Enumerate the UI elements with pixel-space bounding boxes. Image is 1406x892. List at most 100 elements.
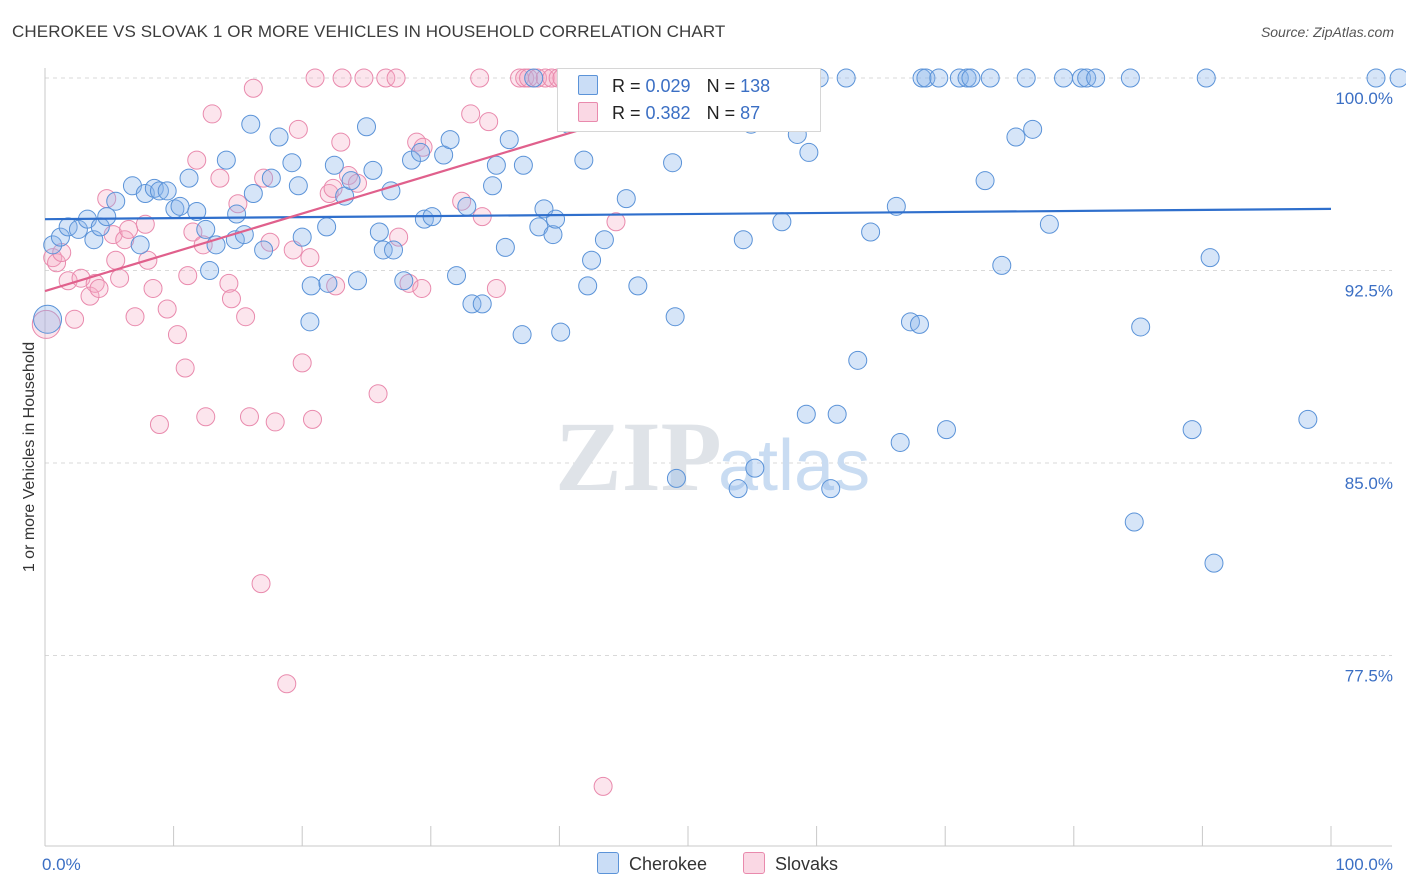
slovaks-point (302, 409, 322, 429)
cherokee-point (301, 276, 321, 296)
cherokee-point (1016, 68, 1036, 88)
watermark: ZIP atlas (555, 401, 870, 512)
cherokee-point (1086, 68, 1106, 88)
cherokee-point (357, 117, 376, 137)
cherokee-point (462, 294, 482, 314)
axis-labels: 100.0% 92.5% 85.0% 77.5% 0.0% 100.0% 1 or more… (21, 89, 1393, 874)
slovaks-point (412, 278, 432, 298)
legend-row-slovaks: R = 0.382 N = 87 (578, 102, 760, 128)
cherokee-point (394, 271, 414, 291)
slovaks-point (254, 168, 274, 188)
cherokee-point (1200, 248, 1220, 268)
cherokee-point (929, 68, 949, 88)
stats-legend: R = 0.029 N = 138 R = 0.382 N = 87 (557, 68, 821, 132)
watermark-atlas: atlas (718, 426, 870, 506)
legend-cherokee-n-value: 138 (740, 76, 771, 96)
cherokee-point (196, 219, 216, 239)
cherokee-point (628, 276, 648, 296)
slovaks-point (178, 266, 198, 286)
legend-slovaks-n-value: 87 (740, 103, 761, 123)
legend-slovaks-n-label: N = (706, 103, 741, 123)
cherokee-point (200, 261, 220, 280)
cherokee-point (457, 196, 477, 216)
cherokee-point (1389, 68, 1406, 88)
cherokee-point (665, 307, 685, 327)
slovaks-point (110, 268, 130, 288)
cherokee-point (821, 479, 841, 499)
series-legend-slovaks[interactable]: Slovaks (743, 852, 838, 875)
slovaks-point (389, 227, 409, 247)
axes (44, 68, 1392, 847)
cherokee-point (886, 196, 906, 216)
x-tick-label-min: 0.0% (42, 855, 81, 874)
slovaks-point (319, 184, 339, 203)
cherokee-point (317, 217, 337, 237)
cherokee-point (292, 227, 312, 247)
series-legend-cherokee[interactable]: Cherokee (597, 852, 707, 875)
slovaks-point (461, 104, 481, 124)
cherokee-point (728, 479, 748, 499)
cherokee-point (269, 127, 289, 147)
cherokee-point (486, 155, 506, 175)
slovaks-point (167, 325, 187, 345)
cherokee-point (50, 227, 70, 247)
slovaks-point (407, 132, 427, 152)
legend-slovaks-r-label: R = (612, 103, 646, 123)
slovaks-point (368, 384, 388, 404)
cherokee-point (827, 404, 847, 424)
cherokee-point (341, 171, 361, 191)
slovaks-point (354, 68, 374, 88)
slovaks-point (593, 776, 613, 796)
cherokee-point (949, 68, 969, 88)
y-tick-label: 77.5% (1345, 667, 1393, 686)
cherokee-point (33, 304, 63, 334)
cherokee-point (666, 468, 686, 488)
legend-cherokee-n-label: N = (706, 76, 741, 96)
slovaks-legend-swatch (743, 852, 765, 874)
slovaks-point (413, 137, 433, 157)
slovaks-point (202, 104, 222, 124)
x-tick-label-max: 100.0% (1335, 855, 1393, 874)
slovaks-point (157, 299, 177, 319)
slovaks-point (606, 212, 626, 232)
cherokee-point (616, 189, 636, 209)
slovaks-point (470, 68, 490, 88)
slovaks-point (323, 178, 343, 198)
cherokee-point (440, 130, 460, 150)
slovaks-point (219, 273, 239, 293)
watermark-zip: ZIP (555, 401, 722, 512)
cherokee-point (288, 176, 308, 196)
cherokee-point (106, 191, 126, 211)
cherokee-point (170, 196, 190, 216)
slovaks-point (89, 278, 109, 298)
slovaks-point (125, 307, 145, 327)
cherokee-point (1182, 420, 1202, 440)
slovaks-point (292, 353, 312, 373)
slovaks-point (305, 68, 325, 88)
slovaks-point (239, 407, 259, 427)
cherokee-point (43, 235, 63, 255)
slovaks-point (277, 674, 297, 694)
cherokee-point (1054, 68, 1074, 88)
slovaks-point (376, 68, 396, 88)
slovaks-point (85, 273, 105, 293)
slovaks-point (260, 232, 280, 252)
cherokee-legend-swatch (597, 852, 619, 874)
cherokee-point (524, 68, 544, 88)
slovaks-point (236, 307, 256, 327)
slovaks-point (326, 276, 346, 296)
gridlines (45, 77, 1392, 656)
cherokee-point (578, 276, 598, 296)
cherokee-point (414, 209, 434, 229)
cherokee-point (1023, 119, 1043, 139)
cherokee-point (512, 325, 532, 345)
cherokee-point (384, 240, 404, 260)
cherokee-point (936, 420, 956, 440)
cherokee-point (241, 114, 261, 134)
cherokee-legend-label: Cherokee (629, 854, 708, 874)
cherokee-point (909, 314, 929, 334)
slovaks-point (143, 278, 163, 298)
cherokee-point (97, 207, 117, 227)
cherokee-point (1131, 317, 1151, 337)
slovaks-point (187, 150, 207, 170)
